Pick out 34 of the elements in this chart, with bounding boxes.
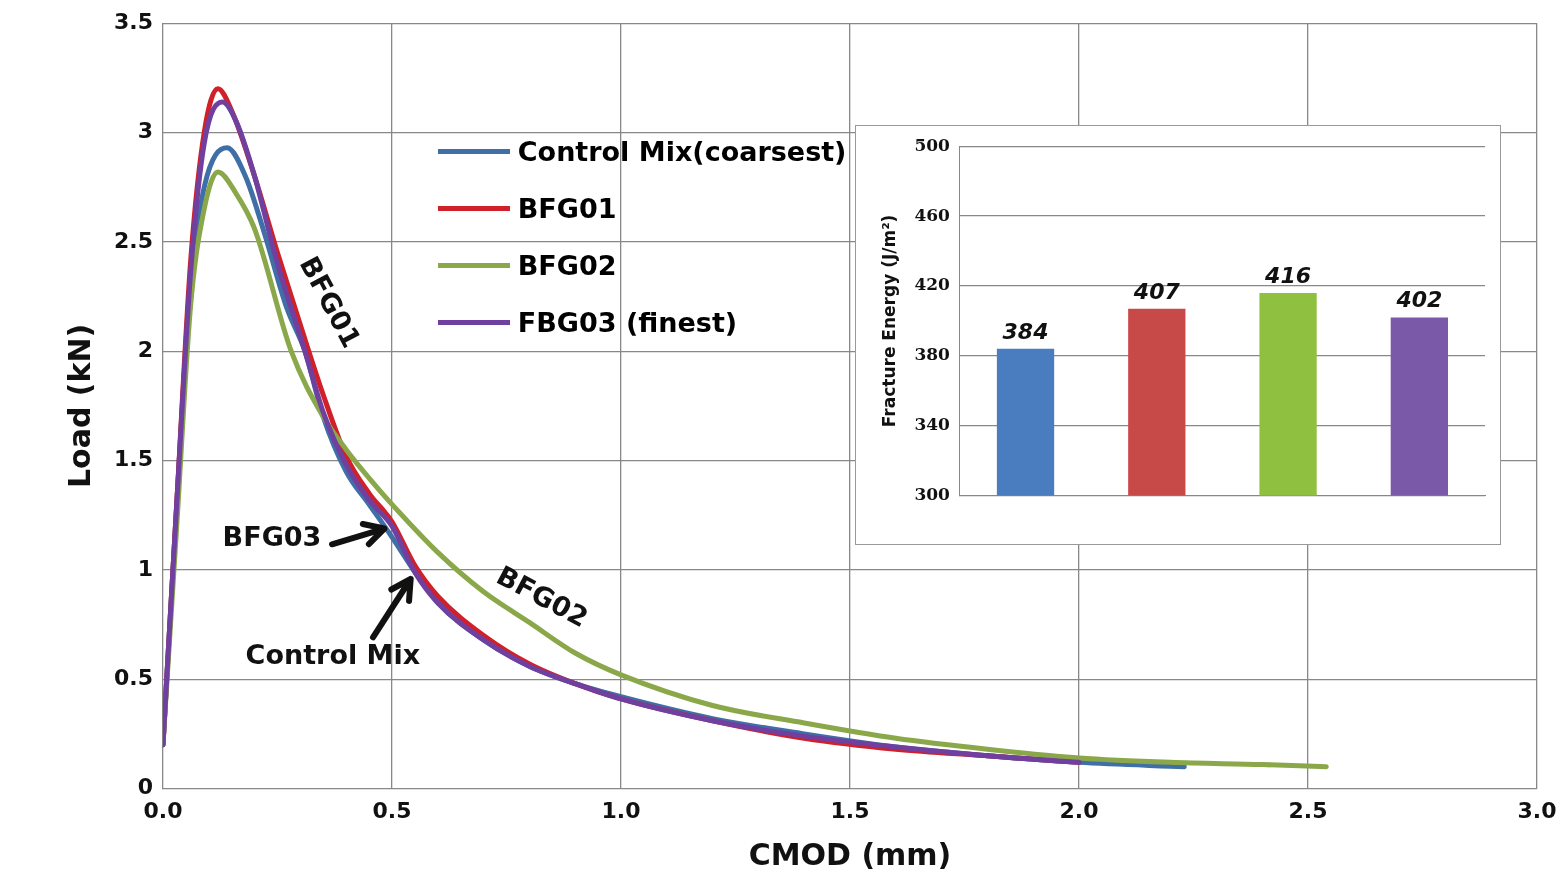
y-tick-label: 300 bbox=[914, 484, 951, 505]
y-tick-label: 340 bbox=[914, 414, 951, 435]
x-tick-label: 0.0 bbox=[143, 797, 183, 823]
legend-label: FBG03 (finest) bbox=[517, 306, 738, 338]
y-tick-label: 0.5 bbox=[113, 664, 153, 690]
x-tick-label: 3.0 bbox=[1517, 797, 1557, 823]
y-tick-label: 420 bbox=[914, 274, 951, 295]
x-tick-label: 0.5 bbox=[372, 797, 412, 823]
y-axis-title: Fracture Energy (J/m²) bbox=[878, 214, 899, 428]
y-axis-title: Load (kN) bbox=[61, 323, 97, 489]
data-label: 416 bbox=[1264, 262, 1312, 288]
y-tick-label: 3.5 bbox=[113, 8, 153, 34]
data-label: 402 bbox=[1395, 287, 1443, 313]
x-axis-title: CMOD (mm) bbox=[748, 836, 952, 872]
legend-label: BFG02 bbox=[517, 249, 617, 281]
y-tick-label: 380 bbox=[914, 344, 951, 365]
data-label: 407 bbox=[1132, 278, 1181, 304]
y-tick-label: 3 bbox=[137, 118, 153, 144]
x-tick-label: 1.5 bbox=[830, 797, 870, 823]
x-tick-label: 2.5 bbox=[1288, 797, 1328, 823]
x-tick-label: 2.0 bbox=[1059, 797, 1099, 823]
annotation: Control Mix bbox=[245, 639, 421, 671]
y-tick-label: 1.5 bbox=[113, 446, 153, 472]
x-tick-label: 1.0 bbox=[601, 797, 641, 823]
y-tick-label: 0 bbox=[137, 774, 153, 800]
data-label: 384 bbox=[1002, 318, 1049, 344]
y-tick-label: 2 bbox=[137, 336, 153, 362]
annotation: BFG03 bbox=[222, 521, 322, 553]
y-tick-label: 500 bbox=[914, 134, 951, 155]
y-tick-label: 460 bbox=[914, 204, 951, 225]
legend-label: BFG01 bbox=[517, 192, 617, 224]
y-tick-label: 1 bbox=[137, 555, 153, 581]
legend-label: Control Mix(coarsest) bbox=[517, 135, 847, 167]
y-tick-label: 2.5 bbox=[113, 227, 153, 253]
